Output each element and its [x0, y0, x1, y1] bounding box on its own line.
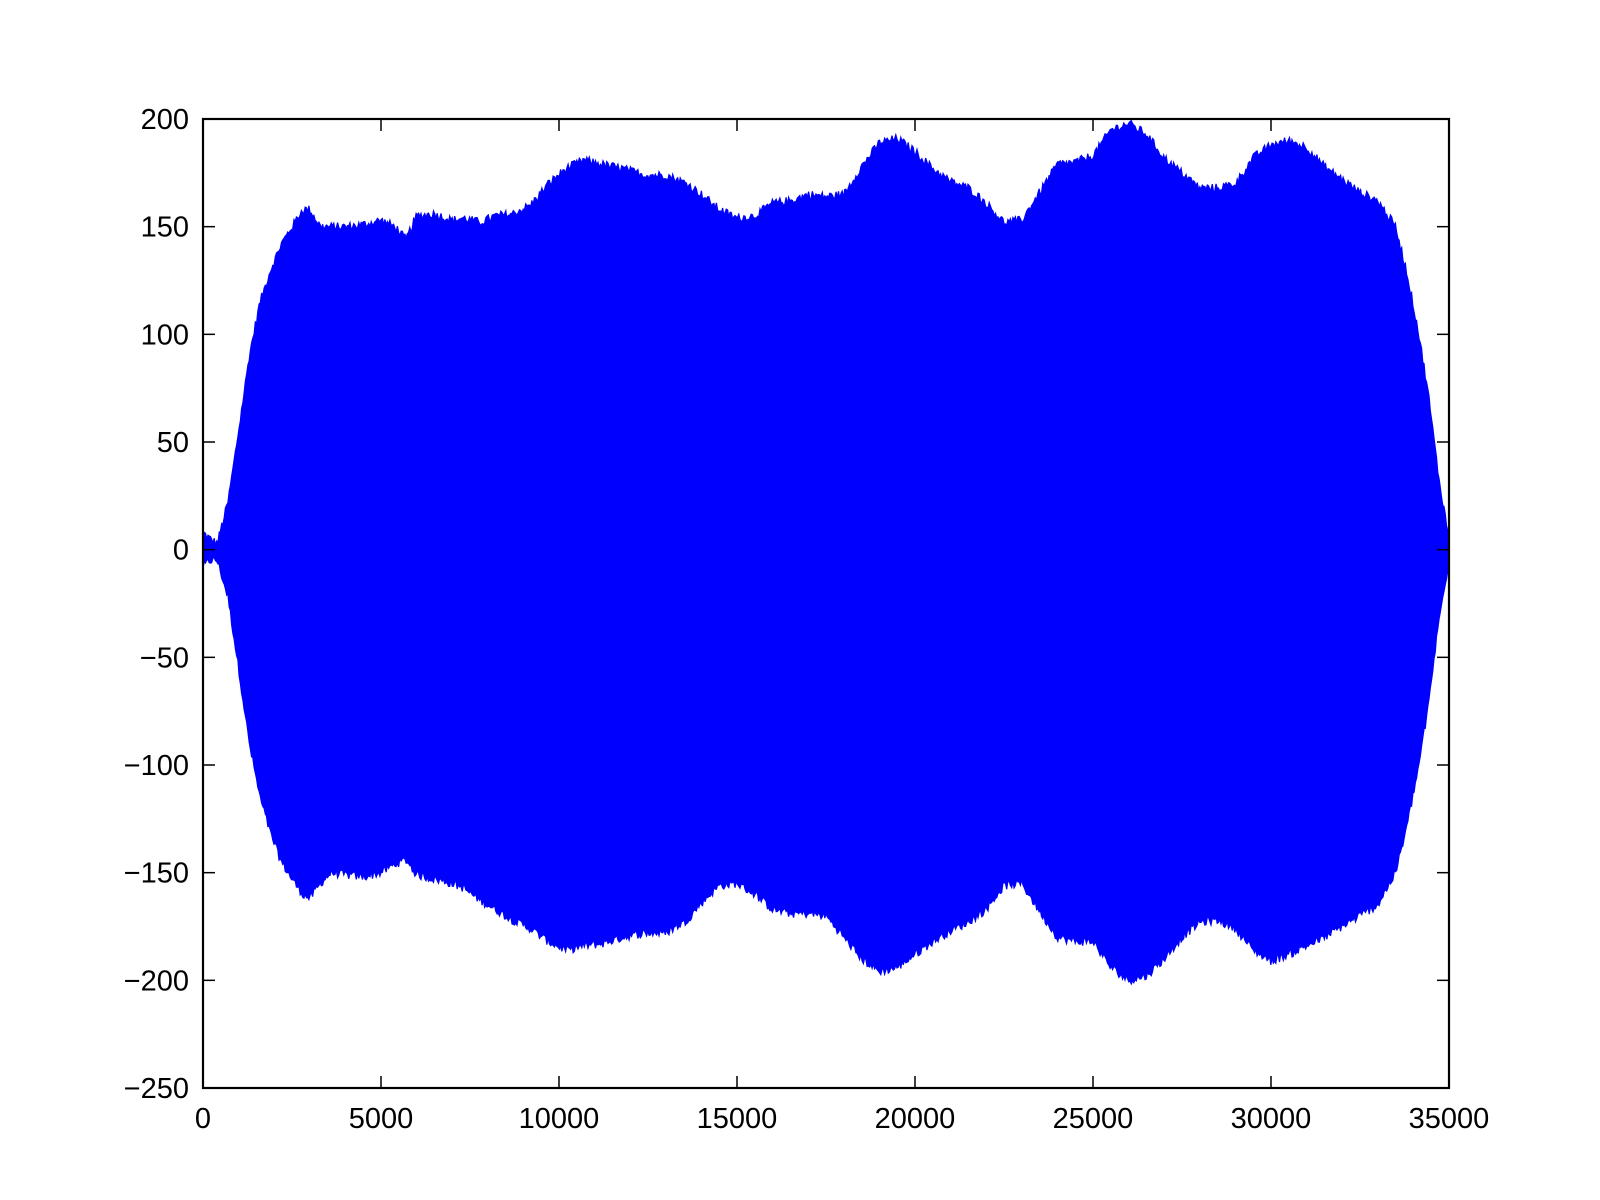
y-tick-label: 50 [157, 427, 189, 459]
axis-ticks [202, 118, 1450, 1089]
x-tick-label: 10000 [519, 1103, 600, 1135]
x-tick-label: 15000 [697, 1103, 778, 1135]
y-axis-tick-labels: −250 −200 −150 −100 −50 0 50 100 150 200 [124, 104, 189, 1105]
x-tick-label: 20000 [875, 1103, 956, 1135]
x-axis-tick-labels: 0 5000 10000 15000 20000 25000 30000 35000 [195, 1103, 1489, 1135]
y-tick-label: −200 [124, 965, 189, 997]
y-tick-label: −150 [124, 858, 189, 890]
y-tick-label: 150 [141, 212, 189, 244]
y-tick-label: −50 [140, 642, 189, 674]
y-tick-label: 0 [173, 535, 189, 567]
axes-box [201, 117, 1451, 1090]
plot-area [202, 119, 1450, 986]
y-tick-label: −250 [124, 1073, 189, 1105]
x-tick-label: 5000 [349, 1103, 414, 1135]
x-tick-label: 0 [195, 1103, 211, 1135]
axes-frame [201, 117, 1451, 1090]
x-tick-label: 35000 [1409, 1103, 1490, 1135]
x-tick-label: 25000 [1053, 1103, 1134, 1135]
y-tick-label: −100 [124, 750, 189, 782]
waveform-series-0 [202, 119, 1450, 986]
y-tick-label: 100 [141, 319, 189, 351]
y-tick-label: 200 [141, 104, 189, 136]
x-tick-label: 30000 [1231, 1103, 1312, 1135]
